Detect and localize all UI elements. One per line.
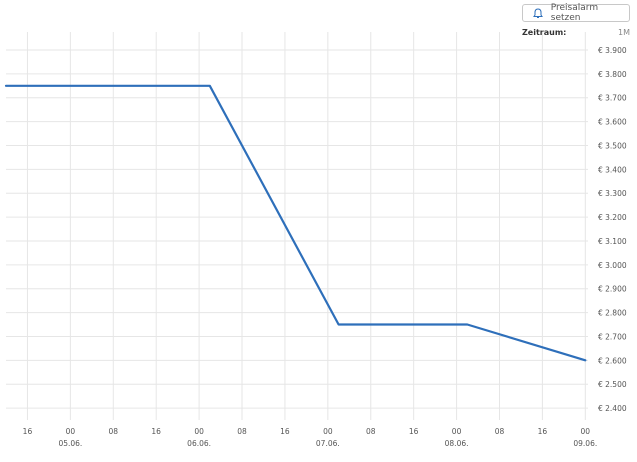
x-tick-label: 00: [323, 427, 333, 436]
set-price-alarm-label: Preisalarm setzen: [550, 3, 599, 23]
x-tick-label: 08: [109, 427, 119, 436]
bell-icon: [533, 7, 545, 19]
x-tick-label: 16: [23, 427, 33, 436]
y-tick-label: € 3.900: [598, 46, 627, 55]
y-tick-label: € 3.200: [598, 213, 627, 222]
x-tick-label: 16: [538, 427, 548, 436]
set-price-alarm-button[interactable]: Preisalarm setzen: [522, 3, 630, 23]
x-tick-label: 00: [452, 427, 462, 436]
y-tick-label: € 2.500: [598, 380, 627, 389]
y-tick-label: € 2.900: [598, 285, 627, 294]
x-tick-label: 16: [280, 427, 290, 436]
x-tick-label: 00: [581, 427, 591, 436]
x-date-label: 08.06.: [445, 439, 469, 448]
x-tick-label: 16: [409, 427, 419, 436]
time-range-selector[interactable]: 1M: [618, 28, 630, 37]
price-line: [4, 84, 587, 362]
time-range-label: Zeitraum:: [522, 28, 567, 37]
x-date-label: 05.06.: [58, 439, 82, 448]
y-tick-label: € 3.300: [598, 189, 627, 198]
y-tick-label: € 2.600: [598, 356, 627, 365]
y-tick-label: € 3.500: [598, 141, 627, 150]
y-tick-label: € 3.400: [598, 165, 627, 174]
x-tick-label: 08: [237, 427, 247, 436]
x-date-label: 06.06.: [187, 439, 211, 448]
x-date-label: 09.06.: [573, 439, 597, 448]
y-tick-label: € 2.800: [598, 309, 627, 318]
y-tick-label: € 2.700: [598, 332, 627, 341]
x-tick-label: 00: [66, 427, 76, 436]
x-tick-label: 16: [151, 427, 161, 436]
x-tick-label: 08: [366, 427, 376, 436]
y-tick-label: € 3.800: [598, 70, 627, 79]
x-tick-label: 08: [495, 427, 505, 436]
x-tick-label: 00: [194, 427, 204, 436]
y-tick-label: € 3.000: [598, 261, 627, 270]
y-tick-label: € 2.400: [598, 404, 627, 413]
y-tick-label: € 3.600: [598, 118, 627, 127]
y-tick-label: € 3.100: [598, 237, 627, 246]
y-tick-label: € 3.700: [598, 94, 627, 103]
x-date-label: 07.06.: [316, 439, 340, 448]
